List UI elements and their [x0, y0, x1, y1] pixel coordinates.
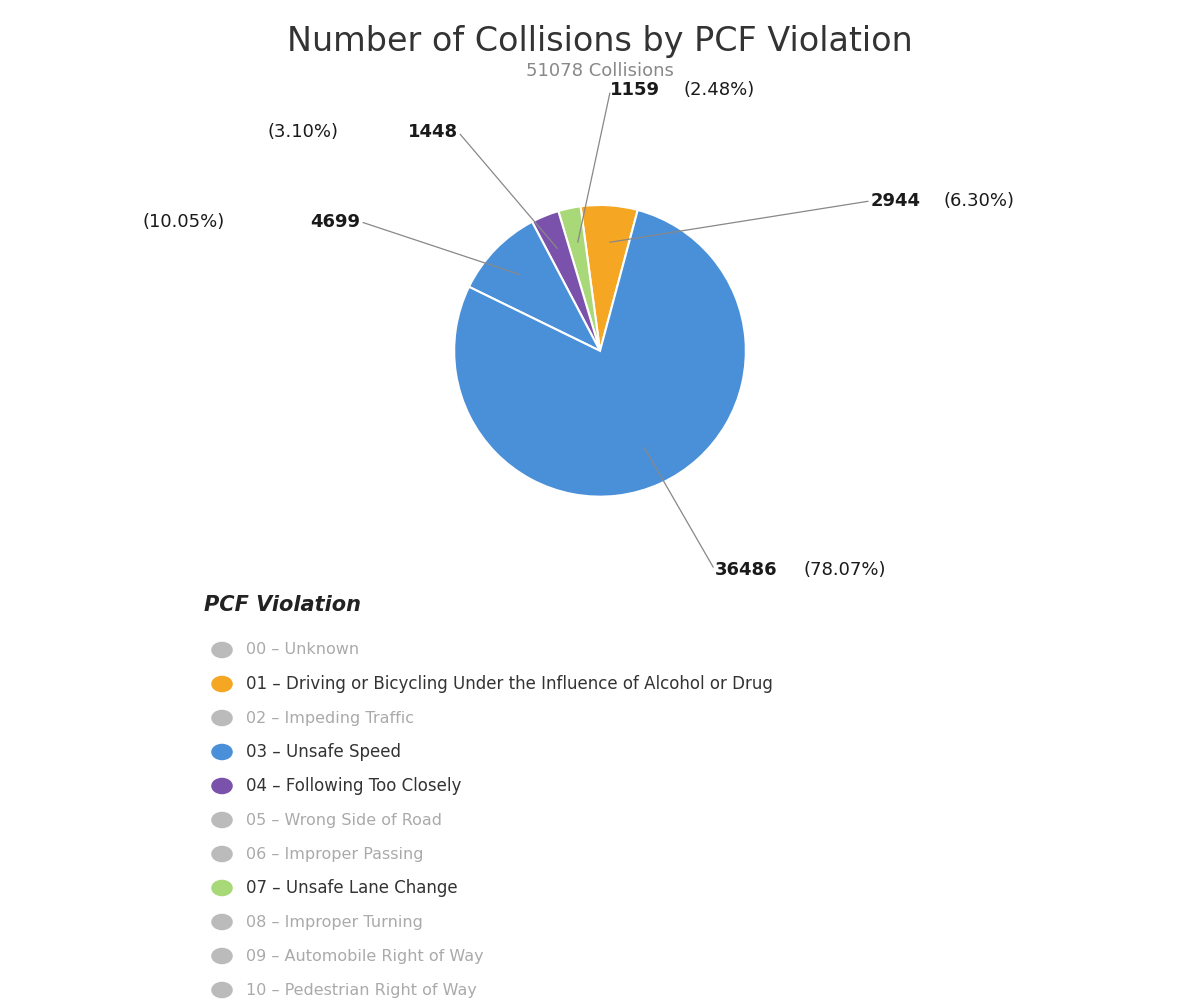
- Circle shape: [212, 846, 232, 862]
- Text: 10 – Pedestrian Right of Way: 10 – Pedestrian Right of Way: [246, 982, 476, 998]
- Text: Number of Collisions by PCF Violation: Number of Collisions by PCF Violation: [287, 25, 913, 58]
- Text: 2944: 2944: [871, 192, 920, 210]
- Text: 1448: 1448: [408, 123, 458, 141]
- Circle shape: [212, 744, 232, 760]
- Circle shape: [212, 778, 232, 794]
- Wedge shape: [581, 205, 637, 351]
- Circle shape: [212, 880, 232, 896]
- Circle shape: [212, 812, 232, 828]
- Text: 06 – Improper Passing: 06 – Improper Passing: [246, 846, 424, 862]
- Text: 51078 Collisions: 51078 Collisions: [526, 62, 674, 80]
- Text: 09 – Automobile Right of Way: 09 – Automobile Right of Way: [246, 949, 484, 964]
- Text: (10.05%): (10.05%): [143, 213, 226, 231]
- Wedge shape: [558, 206, 600, 351]
- Text: 00 – Unknown: 00 – Unknown: [246, 643, 359, 658]
- Text: 01 – Driving or Bicycling Under the Influence of Alcohol or Drug: 01 – Driving or Bicycling Under the Infl…: [246, 675, 773, 693]
- Circle shape: [212, 642, 232, 658]
- Text: (6.30%): (6.30%): [943, 192, 1015, 210]
- Text: PCF Violation: PCF Violation: [204, 595, 361, 615]
- Text: 08 – Improper Turning: 08 – Improper Turning: [246, 915, 422, 930]
- Circle shape: [212, 710, 232, 726]
- Text: 05 – Wrong Side of Road: 05 – Wrong Side of Road: [246, 812, 442, 828]
- Circle shape: [212, 982, 232, 998]
- Text: 1159: 1159: [611, 81, 660, 99]
- Circle shape: [212, 948, 232, 964]
- Wedge shape: [469, 222, 600, 351]
- Text: (78.07%): (78.07%): [803, 561, 886, 579]
- Circle shape: [212, 676, 232, 692]
- Text: (2.48%): (2.48%): [683, 81, 755, 99]
- Text: (3.10%): (3.10%): [268, 123, 338, 141]
- Circle shape: [212, 914, 232, 930]
- Text: 02 – Impeding Traffic: 02 – Impeding Traffic: [246, 710, 414, 726]
- Text: 36486: 36486: [714, 561, 778, 579]
- Text: 03 – Unsafe Speed: 03 – Unsafe Speed: [246, 743, 401, 761]
- Text: 07 – Unsafe Lane Change: 07 – Unsafe Lane Change: [246, 879, 457, 897]
- Wedge shape: [454, 210, 746, 497]
- Text: 04 – Following Too Closely: 04 – Following Too Closely: [246, 777, 461, 795]
- Wedge shape: [532, 211, 600, 351]
- Text: 4699: 4699: [311, 213, 360, 231]
